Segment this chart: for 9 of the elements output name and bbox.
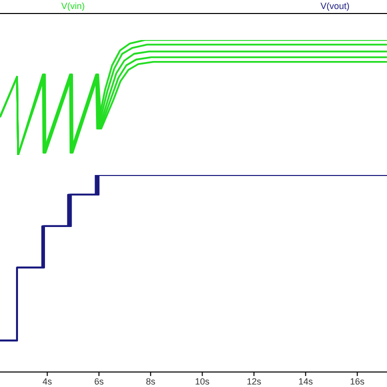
x-tick-label: 16s [350, 376, 366, 386]
text: V(vout) [320, 1, 350, 11]
x-tick-label: 10s [195, 376, 210, 386]
x-tick-label: 4s [42, 376, 53, 386]
x-tick-label: 6s [94, 376, 104, 386]
x-tick-label: 12s [246, 376, 262, 386]
x-tick-label: 14s [298, 376, 314, 386]
x-tick-label: 8s [146, 376, 156, 386]
text: V(vin) [61, 1, 85, 11]
